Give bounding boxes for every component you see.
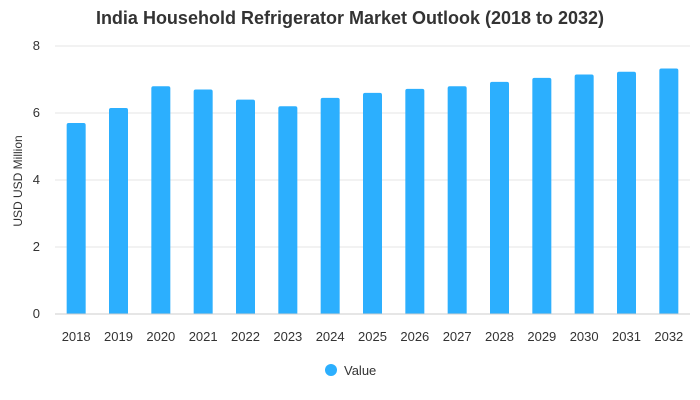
x-tick-label: 2029	[527, 329, 556, 344]
x-axis-ticks: 2018 2019 2020 2021 2022 2023 2024 2025 2026 2027…	[62, 329, 684, 344]
legend-label-value[interactable]: Value	[344, 363, 376, 378]
x-tick-label: 2021	[189, 329, 218, 344]
bar-2029[interactable]	[532, 77, 552, 314]
y-tick-label: 8	[33, 38, 40, 53]
bar-2024[interactable]	[320, 97, 340, 314]
y-axis-label: USD USD Million	[11, 135, 25, 226]
x-tick-label: 2030	[570, 329, 599, 344]
bar-2020[interactable]	[151, 86, 171, 314]
x-tick-label: 2027	[443, 329, 472, 344]
bar-2023[interactable]	[278, 106, 298, 314]
bar-2031[interactable]	[617, 71, 636, 314]
x-tick-label: 2019	[104, 329, 133, 344]
y-tick-label: 4	[33, 172, 40, 187]
bar-2025[interactable]	[363, 92, 382, 315]
y-tick-label: 0	[33, 306, 40, 321]
bar-2021[interactable]	[193, 89, 213, 314]
bar-2019[interactable]	[109, 107, 128, 314]
y-tick-label: 6	[33, 105, 40, 120]
bar-series	[66, 68, 679, 315]
legend-marker-value[interactable]	[325, 364, 337, 376]
x-tick-label: 2026	[400, 329, 429, 344]
bar-2018[interactable]	[66, 123, 86, 314]
x-tick-label: 2028	[485, 329, 514, 344]
bar-2026[interactable]	[405, 88, 425, 314]
x-tick-label: 2024	[316, 329, 345, 344]
bar-2032[interactable]	[659, 68, 679, 314]
x-tick-label: 2022	[231, 329, 260, 344]
bar-2030[interactable]	[574, 74, 594, 314]
x-tick-label: 2031	[612, 329, 641, 344]
x-tick-label: 2020	[146, 329, 175, 344]
y-axis-ticks: 0 2 4 6 8	[33, 38, 40, 321]
x-tick-label: 2018	[62, 329, 91, 344]
y-tick-label: 2	[33, 239, 40, 254]
bar-2027[interactable]	[447, 86, 467, 314]
bar-2022[interactable]	[236, 99, 255, 314]
x-tick-label: 2025	[358, 329, 387, 344]
chart-title: India Household Refrigerator Market Outl…	[96, 8, 604, 28]
legend[interactable]: Value	[325, 363, 376, 378]
bar-2028[interactable]	[490, 81, 509, 314]
x-tick-label: 2032	[654, 329, 683, 344]
x-tick-label: 2023	[273, 329, 302, 344]
